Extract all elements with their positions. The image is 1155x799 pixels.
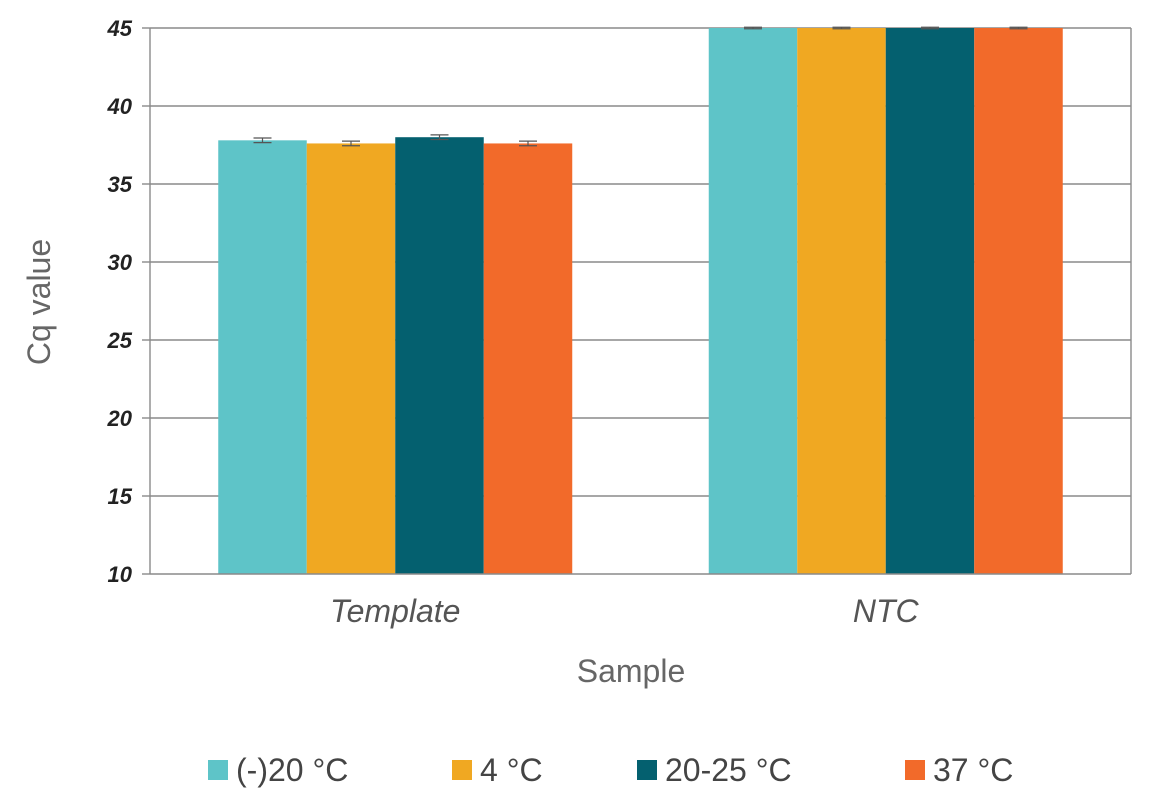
bar	[395, 137, 484, 574]
x-axis-title: Sample	[577, 653, 686, 689]
y-tick-label: 15	[108, 484, 133, 509]
bar-chart: 10 15 20 25 30 35 40 45 Template NTC Sample Cq v…	[21, 16, 1132, 689]
legend-item: 4 °C	[452, 745, 543, 795]
bar	[218, 140, 307, 574]
legend-swatch	[452, 760, 472, 780]
category-labels: Template NTC	[330, 593, 920, 629]
legend-swatch	[208, 760, 228, 780]
legend: (-)20 °C 4 °C 20-25 °C 37 °C	[0, 745, 1155, 795]
y-tick-label: 45	[107, 16, 133, 41]
y-tick-label: 25	[107, 328, 133, 353]
axes	[142, 27, 1132, 575]
legend-label: 4 °C	[480, 751, 543, 788]
legend-label: 20-25 °C	[665, 751, 792, 788]
category-label: NTC	[853, 593, 920, 629]
legend-item: (-)20 °C	[208, 745, 348, 795]
y-tick-labels: 10 15 20 25 30 35 40 45	[107, 16, 133, 587]
y-axis-title: Cq value	[21, 239, 57, 365]
bar	[797, 28, 886, 574]
legend-swatch	[905, 760, 925, 780]
category-label: Template	[330, 593, 460, 629]
bar	[885, 28, 975, 574]
y-tick-label: 35	[108, 172, 133, 197]
legend-item: 37 °C	[905, 745, 1013, 795]
y-tick-label: 10	[108, 562, 133, 587]
legend-label: (-)20 °C	[236, 751, 349, 788]
y-tick-label: 20	[107, 406, 133, 431]
bars	[218, 26, 1063, 574]
legend-item: 20-25 °C	[637, 745, 792, 795]
legend-swatch	[637, 760, 657, 780]
bar	[708, 28, 798, 574]
y-tick-label: 40	[107, 94, 133, 119]
bar	[306, 143, 396, 574]
legend-label: 37 °C	[933, 751, 1014, 788]
bar	[974, 28, 1063, 574]
bar	[483, 143, 573, 574]
y-tick-label: 30	[108, 250, 133, 275]
